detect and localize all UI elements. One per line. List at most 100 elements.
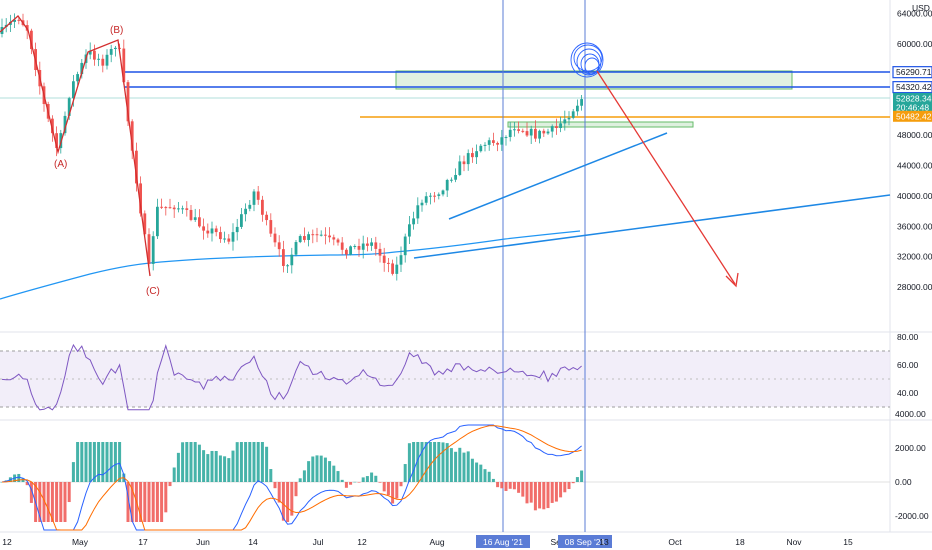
candle-body [315, 234, 319, 236]
time-tick-label: May [72, 537, 89, 547]
currency-label: USD [912, 3, 930, 13]
candle-body [126, 82, 130, 122]
candle-body [298, 236, 302, 243]
candle-body [273, 233, 277, 243]
macd-histogram-bar [546, 482, 550, 509]
candle-body [311, 234, 315, 236]
candle-body [51, 118, 54, 134]
candle-body [202, 226, 205, 231]
candle-body [143, 213, 147, 235]
macd-histogram-bar [210, 450, 214, 482]
candle-body [513, 129, 516, 131]
candle-body [261, 199, 264, 215]
macd-histogram-bar [315, 455, 319, 482]
candle-body [408, 224, 411, 237]
candle-body [466, 153, 470, 165]
macd-histogram-bar [554, 482, 558, 502]
candle-body [483, 144, 487, 146]
candle-body [286, 265, 289, 267]
candle-body [445, 179, 449, 191]
macd-axis-ticks: 4000.00 2000.00 0.00 -2000.00 [895, 409, 929, 521]
macd-histogram-bar [101, 442, 105, 482]
macd-histogram-bar [298, 478, 302, 482]
macd-histogram-bar [542, 482, 546, 510]
macd-tick-label: -2000.00 [895, 511, 929, 521]
macd-histogram-bar [164, 482, 168, 513]
candle-body [580, 99, 583, 106]
candle-body [387, 262, 390, 264]
macd-histogram-bar [496, 482, 500, 488]
macd-histogram-bar [185, 442, 189, 482]
candle-body [487, 140, 491, 145]
macd-histogram-bar [265, 446, 269, 482]
macd-histogram-bar [172, 467, 176, 482]
macd-histogram-bar [176, 452, 180, 482]
trendline-long [413, 194, 891, 259]
candle-body [546, 131, 550, 134]
macd-histogram-bar [239, 442, 243, 482]
macd-histogram-bar [479, 464, 483, 482]
candle-body [30, 30, 33, 50]
macd-histogram-bar [525, 482, 529, 504]
price-label-box [892, 66, 932, 79]
wave-label-c: (C) [146, 286, 160, 297]
resistance-zone [395, 70, 793, 90]
candle-body [555, 126, 558, 128]
macd-histogram-bar [302, 470, 306, 482]
macd-tick-label: 0.00 [895, 477, 912, 487]
macd-histogram-bar [307, 461, 311, 482]
price-label-text: 54320.42 [896, 82, 932, 92]
candle-body [193, 217, 197, 220]
candle-body [210, 228, 214, 234]
candle-body [303, 236, 306, 240]
macd-histogram-bar [151, 482, 155, 522]
macd-histogram-bar [59, 482, 63, 522]
macd-histogram-bar [441, 442, 445, 482]
macd-tick-label: 4000.00 [895, 409, 926, 419]
time-tick-label: 17 [138, 537, 148, 547]
macd-histogram-bar [109, 442, 113, 482]
macd-histogram-bar [147, 482, 151, 522]
macd-line [1, 424, 582, 531]
time-highlight-label: 08 Sep '21 [565, 537, 606, 547]
candle-body [219, 232, 222, 240]
candle-body [332, 237, 336, 240]
macd-histogram-bar [248, 442, 252, 482]
macd-histogram-bar [361, 477, 365, 482]
macd-histogram-bar [197, 444, 201, 482]
candle-body [433, 195, 436, 197]
candle-body [135, 150, 138, 184]
macd-histogram-bar [50, 482, 54, 522]
candle-body [55, 133, 58, 149]
macd-histogram-bar [403, 464, 407, 482]
candle-body [156, 206, 159, 237]
candle-body [437, 194, 441, 196]
macd-histogram-bar [559, 482, 563, 498]
candle-body [576, 105, 579, 112]
macd-histogram-bar [382, 482, 386, 492]
candle-body [349, 246, 352, 255]
macd-histogram-bar [214, 450, 218, 482]
macd-histogram-bar [416, 442, 420, 482]
candle-body [391, 263, 394, 274]
candle-body [345, 249, 348, 255]
macd-histogram-bar [281, 482, 285, 521]
macd-histogram-bar [143, 482, 147, 522]
price-label-box [893, 110, 932, 122]
candle-body [366, 243, 369, 246]
signal-line [1, 425, 582, 531]
price-label-subtext: 20:46:48 [896, 102, 929, 112]
macd-histogram-bar [483, 469, 487, 482]
wave-label-b: (B) [110, 25, 123, 36]
macd-histogram-bar [25, 482, 29, 486]
candle-body [416, 205, 420, 219]
macd-histogram-bar [550, 482, 554, 503]
macd-histogram-bar [437, 442, 441, 482]
macd-tick-label: 2000.00 [895, 443, 926, 453]
macd-histogram-bar [181, 442, 185, 482]
price-tick-label: 28000.00 [897, 282, 932, 292]
time-tick-label: 13 [599, 537, 609, 547]
macd-histogram-bar [256, 442, 260, 482]
